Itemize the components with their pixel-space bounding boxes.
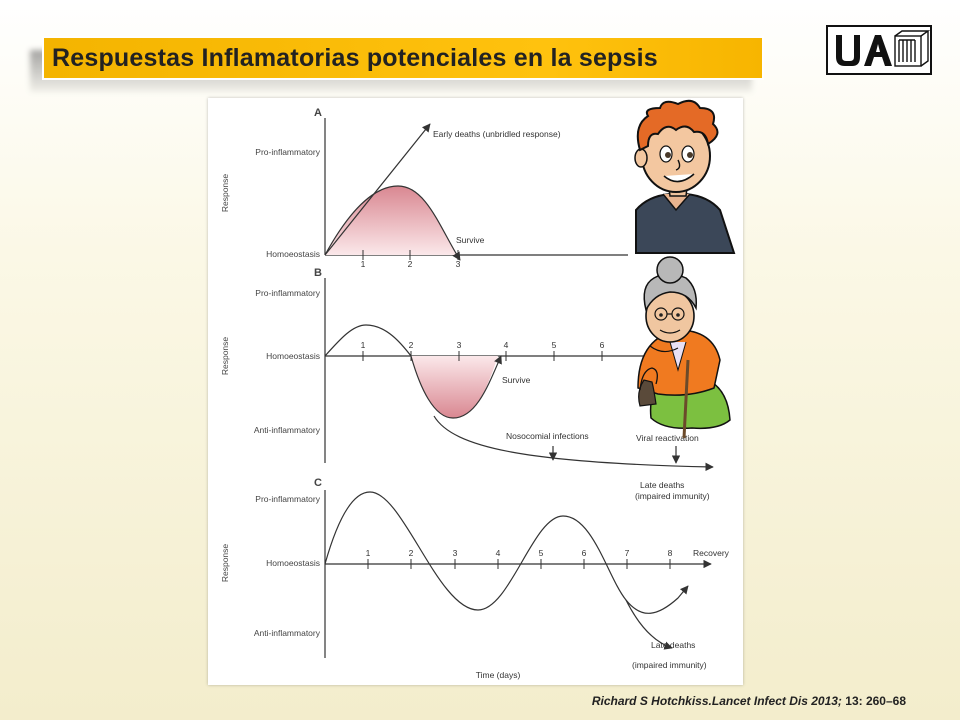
panel-c-ylabel: Response xyxy=(220,544,230,583)
panel-c-xlabel: Time (days) xyxy=(476,670,521,680)
panel-b-tick-6: 6 xyxy=(600,340,605,350)
panel-c-level-pro: Pro-inflammatory xyxy=(255,494,320,504)
panel-c: C Response Pro-inflammatory Homoeostasis… xyxy=(220,477,730,680)
panel-b-ylabel: Response xyxy=(220,337,230,376)
panel-c-late-death-curve xyxy=(324,491,673,650)
panel-a-ticks xyxy=(362,250,459,260)
panel-c-recovery-curve xyxy=(625,585,689,614)
panel-a-early-deaths-label: Early deaths (unbridled response) xyxy=(433,129,561,139)
panel-a-shaded-response xyxy=(325,186,458,255)
citation-source: Richard S Hotchkiss.Lancet Infect Dis 20… xyxy=(591,694,842,708)
panel-b: B Response Pro-inflammatory Homoeostasis… xyxy=(220,267,714,501)
panel-b-survive-label: Survive xyxy=(502,375,531,385)
panel-b-ticks xyxy=(362,351,603,361)
panel-b-level-pro: Pro-inflammatory xyxy=(255,288,320,298)
panel-c-tick-5: 5 xyxy=(539,548,544,558)
logo-letters xyxy=(836,30,931,67)
panel-c-tick-7: 7 xyxy=(625,548,630,558)
panel-a-survive-label: Survive xyxy=(456,235,485,245)
elderly-woman-cartoon xyxy=(637,256,731,439)
panel-a-level-pro: Pro-inflammatory xyxy=(255,147,320,157)
panel-a-tick-2: 2 xyxy=(408,259,413,269)
panel-c-impaired-label: (impaired immunity) xyxy=(632,660,707,670)
title-bar: Respuestas Inflamatorias potenciales en … xyxy=(42,36,764,80)
panel-b-tick-5: 5 xyxy=(552,340,557,350)
panel-b-level-homeo: Homoeostasis xyxy=(266,351,320,361)
panel-c-ticks xyxy=(367,559,671,569)
panel-c-tick-6: 6 xyxy=(582,548,587,558)
panel-b-letter: B xyxy=(314,267,322,279)
panel-b-shaded-response xyxy=(411,356,498,418)
panel-a: A Response Pro-inflammatory Homoeostasis… xyxy=(220,107,628,269)
panel-b-impaired-label: (impaired immunity) xyxy=(635,491,710,501)
panel-c-letter: C xyxy=(314,477,322,489)
panel-c-tick-2: 2 xyxy=(409,548,414,558)
panel-b-tick-3: 3 xyxy=(457,340,462,350)
slide-title: Respuestas Inflamatorias potenciales en … xyxy=(52,43,658,72)
panel-a-response-curve xyxy=(324,185,461,261)
panel-b-level-anti: Anti-inflammatory xyxy=(254,425,321,435)
panel-b-late-death-curve xyxy=(433,415,714,472)
panel-c-tick-1: 1 xyxy=(366,548,371,558)
panel-a-tick-1: 1 xyxy=(361,259,366,269)
panel-b-viral-label: Viral reactivation xyxy=(636,433,699,443)
panel-c-tick-4: 4 xyxy=(496,548,501,558)
panel-c-late-deaths-label: Late deaths xyxy=(651,640,695,650)
panel-a-level-homeo: Homoeostasis xyxy=(266,249,320,259)
panel-b-tick-4: 4 xyxy=(504,340,509,350)
panel-b-tick-1: 1 xyxy=(361,340,366,350)
panel-a-early-death-arrow xyxy=(324,123,431,256)
panel-b-nosocomial-label: Nosocomial infections xyxy=(506,431,589,441)
panel-c-level-anti: Anti-inflammatory xyxy=(254,628,321,638)
young-man-cartoon xyxy=(634,99,736,254)
panel-c-tick-8: 8 xyxy=(668,548,673,558)
uam-logo xyxy=(826,25,932,75)
citation-pages: 13: 260–68 xyxy=(845,694,906,708)
panel-b-late-deaths-label: Late deaths xyxy=(640,480,684,490)
panel-b-survive-curve xyxy=(324,324,502,419)
panel-c-tick-3: 3 xyxy=(453,548,458,558)
panel-a-ylabel: Response xyxy=(220,174,230,213)
panel-b-tick-2: 2 xyxy=(409,340,414,350)
panel-a-tick-3: 3 xyxy=(456,259,461,269)
citation: Richard S Hotchkiss.Lancet Infect Dis 20… xyxy=(592,694,906,708)
panel-a-letter: A xyxy=(314,107,322,119)
panel-c-level-homeo: Homoeostasis xyxy=(266,558,320,568)
sepsis-response-figure: A Response Pro-inflammatory Homoeostasis… xyxy=(208,98,743,685)
panel-c-recovery-label: Recovery xyxy=(693,548,730,558)
